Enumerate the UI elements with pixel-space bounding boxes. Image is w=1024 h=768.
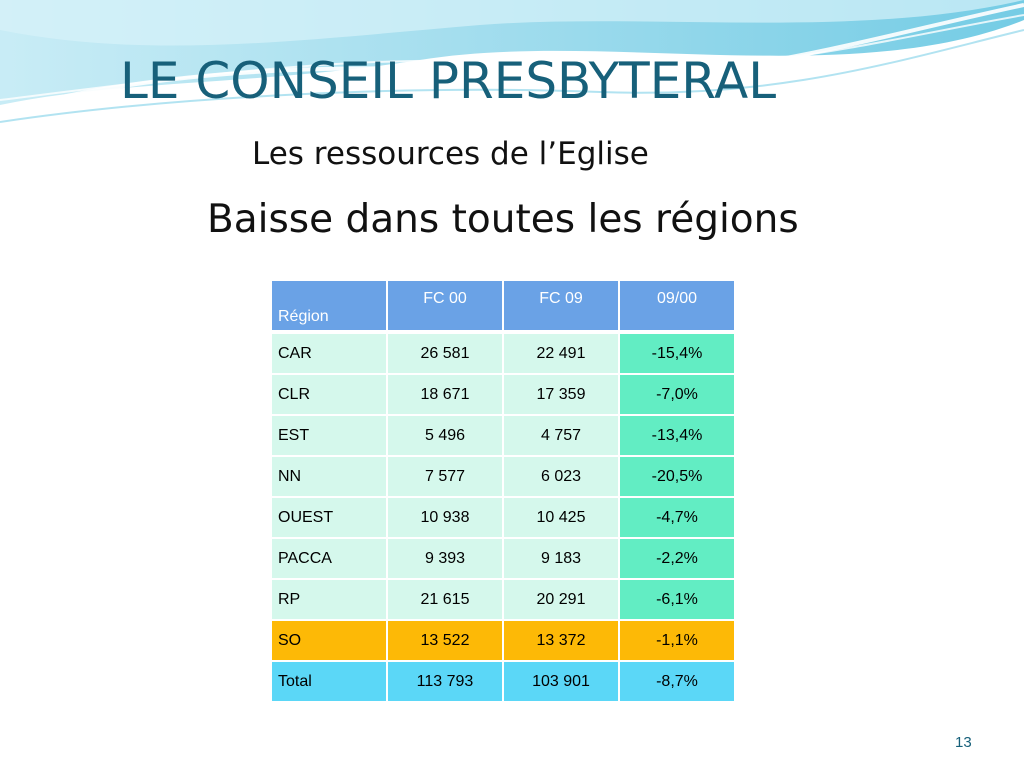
fc00-cell: 113 793 [386,660,504,703]
table-row: OUEST 10 938 10 425 -4,7% [270,496,736,539]
region-cell: RP [270,578,388,621]
region-cell: PACCA [270,537,388,580]
table-header-row: Région FC 00 FC 09 09/00 [270,279,736,334]
ratio-cell: -13,4% [618,414,736,457]
region-cell: NN [270,455,388,498]
table-row: CAR 26 581 22 491 -15,4% [270,331,736,375]
fc09-cell: 9 183 [502,537,620,580]
table-row: PACCA 9 393 9 183 -2,2% [270,537,736,580]
ratio-cell: -6,1% [618,578,736,621]
region-cell: SO [270,619,388,662]
fc09-cell: 17 359 [502,373,620,416]
region-cell: OUEST [270,496,388,539]
fc00-cell: 5 496 [386,414,504,457]
ratio-cell: -20,5% [618,455,736,498]
column-header-ratio: 09/00 [618,279,736,334]
region-cell: Total [270,660,388,703]
ratio-cell: -4,7% [618,496,736,539]
ratio-cell: -1,1% [618,619,736,662]
fc00-cell: 18 671 [386,373,504,416]
ratio-cell: -2,2% [618,537,736,580]
ratio-cell: -7,0% [618,373,736,416]
column-header-fc00: FC 00 [386,279,504,334]
fc09-cell: 13 372 [502,619,620,662]
column-header-fc09: FC 09 [502,279,620,334]
region-cell: CAR [270,331,388,375]
table-row: EST 5 496 4 757 -13,4% [270,414,736,457]
ratio-cell: -15,4% [618,331,736,375]
fc00-cell: 26 581 [386,331,504,375]
ratio-cell: -8,7% [618,660,736,703]
fc00-cell: 10 938 [386,496,504,539]
table-row: NN 7 577 6 023 -20,5% [270,455,736,498]
fc09-cell: 10 425 [502,496,620,539]
fc00-cell: 13 522 [386,619,504,662]
table-row-total: Total 113 793 103 901 -8,7% [270,660,736,703]
slide-heading: Baisse dans toutes les régions [207,197,799,242]
fc09-cell: 6 023 [502,455,620,498]
slide-title: LE CONSEIL PRESBYTERAL [120,52,777,110]
column-header-region: Région [270,279,388,334]
decorative-wave-banner [0,0,1024,123]
page-number: 13 [955,734,972,751]
fc09-cell: 22 491 [502,331,620,375]
fc09-cell: 20 291 [502,578,620,621]
region-cell: CLR [270,373,388,416]
table-row-highlighted: SO 13 522 13 372 -1,1% [270,619,736,662]
region-cell: EST [270,414,388,457]
fc00-cell: 7 577 [386,455,504,498]
fc00-cell: 9 393 [386,537,504,580]
fc09-cell: 4 757 [502,414,620,457]
resources-table: Région FC 00 FC 09 09/00 CAR 26 581 22 4… [270,279,736,703]
fc09-cell: 103 901 [502,660,620,703]
table-row: RP 21 615 20 291 -6,1% [270,578,736,621]
fc00-cell: 21 615 [386,578,504,621]
table-row: CLR 18 671 17 359 -7,0% [270,373,736,416]
slide-subtitle: Les ressources de l’Eglise [252,136,649,172]
